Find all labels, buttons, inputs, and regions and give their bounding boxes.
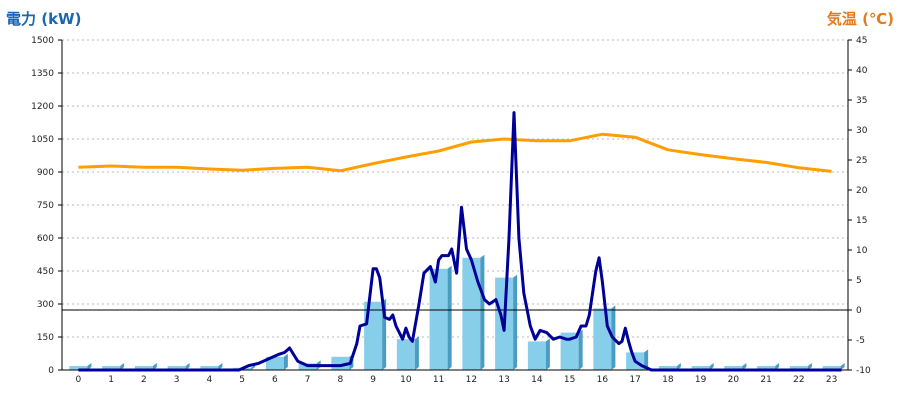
x-tick-label: 17 (629, 375, 640, 385)
power-bar-side (480, 254, 485, 370)
right-tick-label: 0 (856, 306, 862, 316)
x-tick-label: 1 (108, 375, 114, 385)
temperature-line (78, 132, 832, 173)
left-tick-label: 450 (37, 267, 54, 277)
power-bar (658, 366, 677, 370)
x-tick-label: 2 (141, 375, 147, 385)
x-tick-label: 14 (531, 375, 543, 385)
power-bar (822, 366, 841, 370)
power-bar (462, 257, 481, 370)
x-tick-label: 15 (564, 375, 575, 385)
power-bar (789, 366, 808, 370)
x-tick-label: 23 (826, 375, 837, 385)
right-tick-label: 45 (856, 36, 867, 46)
x-tick-label: 3 (174, 375, 180, 385)
power-bar-side (87, 363, 92, 370)
power-bar (527, 341, 546, 370)
x-tick-label: 7 (305, 375, 311, 385)
x-tick-label: 0 (76, 375, 82, 385)
x-tick-label: 8 (338, 375, 344, 385)
left-tick-label: 900 (37, 168, 54, 178)
power-bar (134, 366, 153, 370)
left-tick-label: 750 (37, 201, 54, 211)
x-tick-label: 21 (760, 375, 771, 385)
power-bar-side (709, 363, 714, 370)
left-axis-title: 電力 (kW) (6, 10, 81, 28)
right-tick-label: 40 (856, 66, 868, 76)
right-axis-title: 気温 (℃) (827, 10, 894, 28)
tick-labels: 01503004506007509001050120013501500-10-5… (31, 36, 871, 385)
power-series (78, 111, 842, 372)
x-tick-label: 22 (793, 375, 804, 385)
gridlines (62, 39, 848, 338)
x-tick-label: 5 (239, 375, 245, 385)
power-bar-side (152, 363, 157, 370)
power-bar (200, 366, 219, 370)
power-line (78, 111, 842, 372)
x-tick-label: 16 (597, 375, 609, 385)
x-tick-label: 20 (728, 375, 740, 385)
power-bar (757, 366, 776, 370)
power-bar-side (513, 274, 518, 370)
left-tick-label: 600 (37, 234, 54, 244)
x-tick-label: 19 (695, 375, 707, 385)
power-bar-side (251, 364, 256, 370)
power-bar-side (578, 329, 583, 370)
power-bar-side (545, 338, 550, 370)
left-tick-label: 1050 (31, 135, 54, 145)
x-tick-label: 12 (466, 375, 477, 385)
power-bar (691, 366, 710, 370)
right-tick-label: 30 (856, 126, 868, 136)
left-tick-label: 300 (37, 300, 54, 310)
x-tick-label: 9 (370, 375, 376, 385)
x-tick-label: 4 (207, 375, 213, 385)
power-bar-side (120, 363, 125, 370)
right-tick-label: -5 (856, 336, 865, 346)
power-bar (560, 332, 579, 370)
x-tick-label: 13 (498, 375, 509, 385)
x-tick-label: 11 (433, 375, 444, 385)
right-tick-label: 15 (856, 216, 867, 226)
power-bar (724, 366, 743, 370)
power-bar-side (414, 336, 419, 370)
power-bar-side (775, 363, 780, 370)
power-bar-side (218, 363, 223, 370)
power-bar (429, 268, 448, 370)
bar-series (69, 254, 845, 370)
power-bar-side (676, 363, 681, 370)
power-bar-side (742, 363, 747, 370)
right-tick-label: 10 (856, 246, 868, 256)
right-tick-label: 20 (856, 186, 868, 196)
x-tick-label: 6 (272, 375, 278, 385)
power-bar (167, 366, 186, 370)
left-tick-label: 1500 (31, 36, 54, 46)
power-bar-side (644, 349, 649, 370)
x-tick-label: 10 (400, 375, 412, 385)
power-bar-side (807, 363, 812, 370)
power-bar (396, 339, 415, 370)
left-tick-label: 1350 (31, 69, 54, 79)
power-bar (69, 366, 88, 370)
power-bar-side (185, 363, 190, 370)
right-tick-label: -10 (856, 366, 871, 376)
power-bar-side (840, 363, 845, 370)
power-bar (102, 366, 121, 370)
right-tick-label: 25 (856, 156, 867, 166)
power-bar-side (283, 353, 288, 370)
left-tick-label: 150 (37, 333, 54, 343)
left-tick-label: 0 (48, 366, 54, 376)
left-tick-label: 1200 (31, 102, 54, 112)
right-tick-label: 5 (856, 276, 862, 286)
power-bar (265, 356, 284, 370)
right-tick-label: 35 (856, 96, 867, 106)
power-bar (593, 308, 612, 370)
power-bar-side (447, 265, 452, 370)
temperature-series (78, 132, 832, 173)
x-tick-label: 18 (662, 375, 674, 385)
